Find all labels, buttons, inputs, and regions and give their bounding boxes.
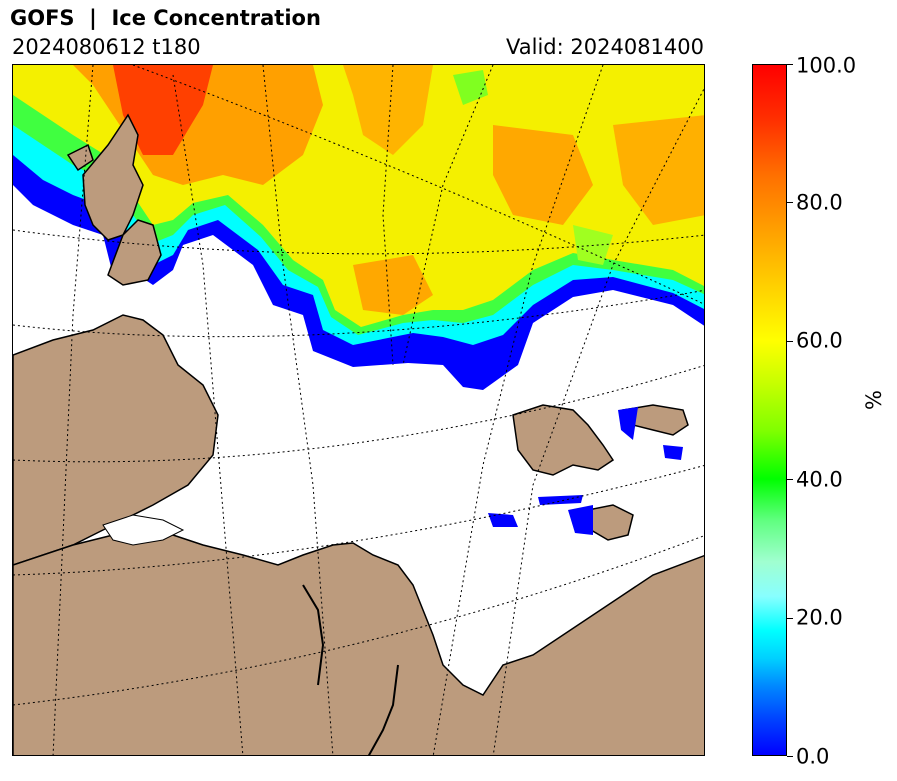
colorbar-tick-label: 100.0: [796, 53, 857, 78]
colorbar-tick-label: 40.0: [796, 467, 843, 492]
land-southern-mainland: [13, 524, 704, 755]
colorbar-tick-label: 20.0: [796, 605, 843, 630]
colorbar-tick: [787, 202, 793, 203]
ice-fringe-east-2: [538, 495, 583, 505]
ice-patch-red: [113, 65, 213, 155]
colorbar-tick-label: 60.0: [796, 328, 843, 353]
ice-fringe-east-3: [488, 513, 518, 527]
land-northwest-island: [82, 113, 144, 241]
colorbar: [752, 64, 787, 756]
ice-patch-orange-3: [493, 125, 593, 225]
land-northwest-islet: [66, 143, 94, 172]
land-east-island-2: [621, 404, 689, 436]
map-canvas: [13, 65, 704, 755]
chart-title: GOFS | Ice Concentration: [10, 6, 321, 30]
land-masses: [13, 113, 704, 755]
inland-sea: [102, 514, 185, 546]
ice-patch-green-spot: [453, 70, 488, 105]
colorbar-tick: [787, 479, 793, 480]
ice-fringe-east-5: [663, 445, 683, 460]
colorbar-tick: [787, 756, 793, 757]
colorbar-tick-label: 0.0: [796, 744, 830, 769]
colorbar-tick: [787, 64, 793, 65]
ice-patch-orange-5: [613, 115, 704, 225]
rivers: [302, 584, 399, 755]
model-run-label: 2024080612 t180: [12, 35, 201, 59]
colorbar-unit-label: %: [862, 390, 886, 410]
ice-patch-orange-4: [353, 255, 433, 315]
colorbar-tick: [787, 341, 793, 342]
ice-fringe-east: [618, 407, 638, 440]
valid-time-label: Valid: 2024081400: [506, 35, 704, 59]
colorbar-tick: [787, 618, 793, 619]
land-northwest-island-2: [107, 219, 162, 286]
graticule: [13, 65, 704, 755]
ice-patch-orange-2: [343, 65, 433, 155]
colorbar-tick-label: 80.0: [796, 190, 843, 215]
land-east-island-3: [587, 504, 634, 541]
ice-fringe-east-4: [568, 505, 593, 535]
land-east-island-1: [512, 404, 615, 476]
ice-concentration-map: [12, 64, 705, 756]
